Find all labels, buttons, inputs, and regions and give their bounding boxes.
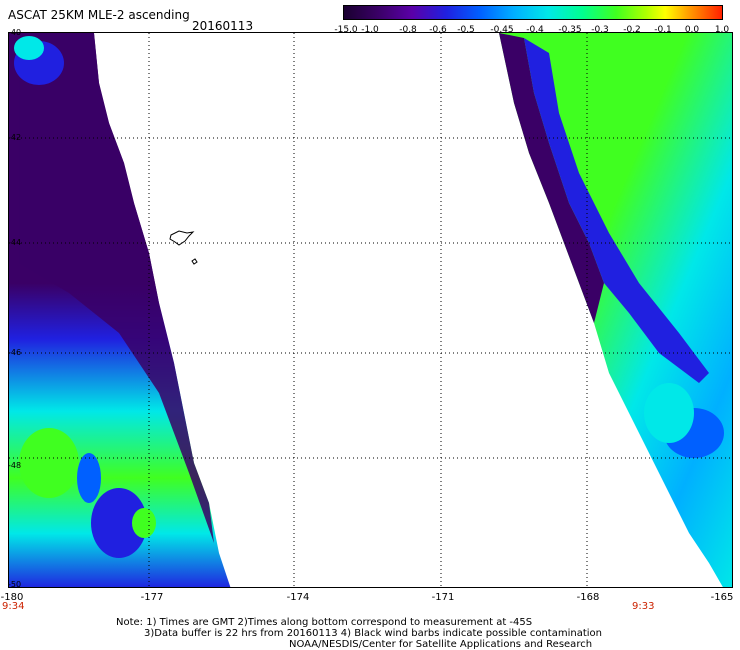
left-swath-green-patch	[19, 428, 79, 498]
colorbar-tick: -1.0	[361, 25, 379, 35]
colorbar-tick: -0.1	[654, 25, 672, 35]
coastline-islet	[191, 258, 198, 265]
y-tick-label: -50	[8, 580, 22, 589]
map-plot-area	[8, 32, 733, 588]
x-tick-label: -177	[140, 592, 164, 603]
left-swath-cyan-patch	[14, 36, 44, 60]
colorbar-tick: 0.0	[684, 25, 700, 35]
colorbar-tick: -0.3	[591, 25, 609, 35]
colorbar-tick: -0.2	[623, 25, 641, 35]
y-tick-label: -40	[8, 28, 22, 37]
note-line-2: 3)Data buffer is 22 hrs from 20160113 4)…	[144, 628, 602, 639]
note-line-3: NOAA/NESDIS/Center for Satellite Applica…	[289, 639, 593, 650]
right-swath-blue-band	[524, 38, 709, 383]
colorbar-tick-labels: -15.0 -1.0 -0.8 -0.6 -0.5 -0.45 -0.4 -0.…	[330, 25, 735, 37]
colorbar-tick: -0.45	[490, 25, 514, 35]
x-tick-label: -174	[286, 592, 310, 603]
left-swath-blue-patch	[91, 488, 147, 558]
y-tick-label: -44	[8, 238, 22, 247]
colorbar-tick: -0.8	[399, 25, 417, 35]
x-tick-label: -180	[0, 592, 24, 603]
colorbar-tick: -0.4	[526, 25, 544, 35]
colorbar-tick: -0.5	[457, 25, 475, 35]
left-swath-green-patch	[132, 508, 156, 538]
map-title: ASCAT 25KM MLE-2 ascending	[8, 8, 190, 22]
colorbar-tick: -0.6	[429, 25, 447, 35]
left-swath-purple-core	[19, 33, 214, 543]
left-swath-blue-patch	[77, 453, 101, 503]
map-date: 20160113	[192, 19, 254, 33]
coastline-island	[169, 230, 195, 246]
graticule	[9, 33, 732, 587]
colorbar-tick: 1.0	[714, 25, 730, 35]
x-tick-label: -168	[576, 592, 600, 603]
right-swath-cyan-patch	[644, 383, 694, 443]
y-tick-label: -42	[8, 133, 22, 142]
left-swath-time: 9:34	[2, 601, 25, 612]
right-swath-time: 9:33	[632, 601, 655, 612]
colorbar-tick: -15.0	[334, 25, 358, 35]
swath-map	[9, 33, 732, 587]
note-line-1: Note: 1) Times are GMT 2)Times along bot…	[116, 617, 533, 628]
y-tick-label: -48	[8, 461, 22, 470]
colorbar	[343, 5, 723, 20]
y-tick-label: -46	[8, 348, 22, 357]
right-swath-purple-edge	[499, 33, 604, 323]
colorbar-tick: -0.35	[558, 25, 582, 35]
x-tick-label: -165	[710, 592, 734, 603]
x-tick-label: -171	[431, 592, 455, 603]
